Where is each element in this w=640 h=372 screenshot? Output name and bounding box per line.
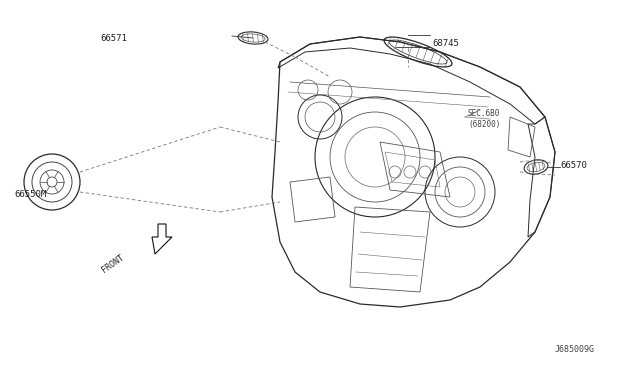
Text: 66570: 66570	[560, 160, 587, 170]
Text: 66571: 66571	[100, 33, 127, 42]
Text: 68745: 68745	[432, 38, 459, 48]
Text: SEC.6B0
(68200): SEC.6B0 (68200)	[468, 109, 500, 129]
Text: J685009G: J685009G	[555, 346, 595, 355]
Text: FRONT: FRONT	[100, 253, 125, 275]
Text: 66550M: 66550M	[14, 189, 46, 199]
